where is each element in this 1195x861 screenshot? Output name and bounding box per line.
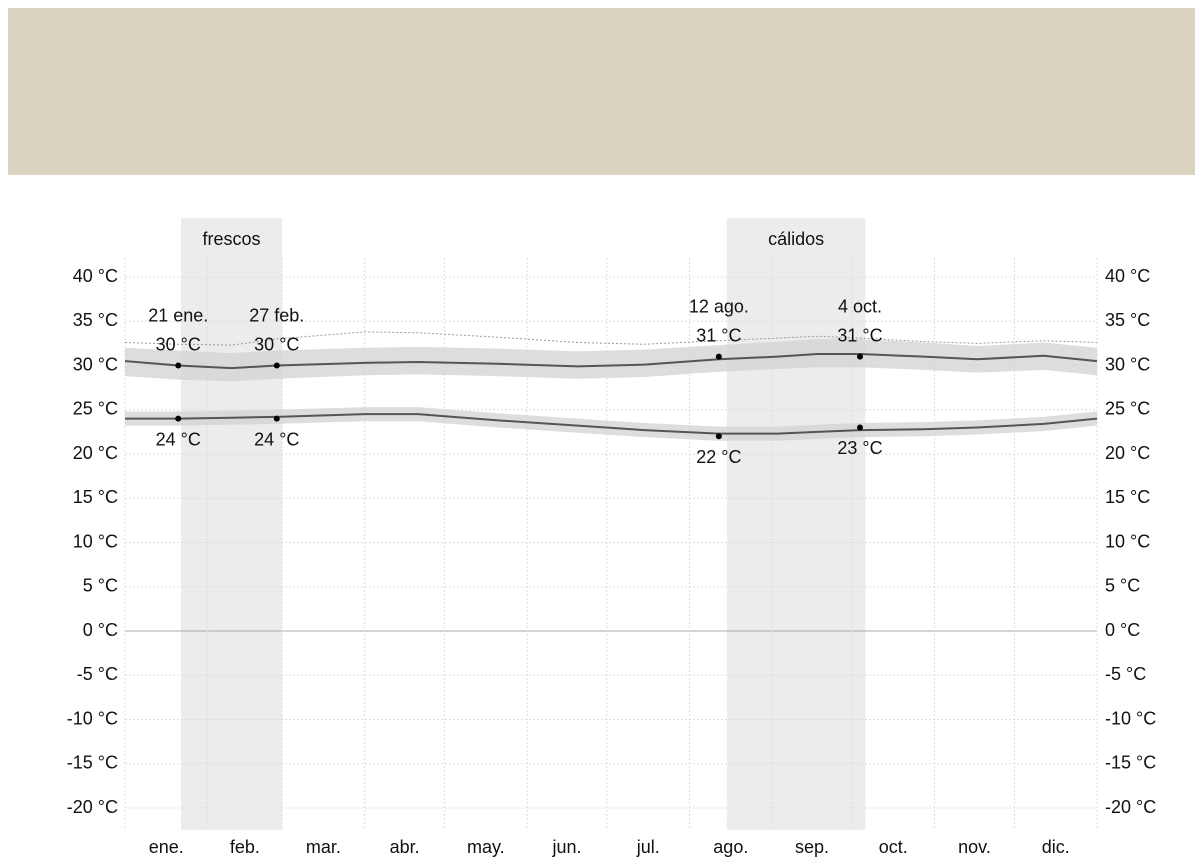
annotation-value: 23 °C [837,438,882,458]
annotation-value: 24 °C [254,429,299,449]
percentile-band [125,338,1097,382]
y-tick-label: -15 °C [67,753,118,773]
annotation-dot [856,424,863,431]
x-tick-label: sep. [795,837,829,857]
y-tick-label: 0 °C [83,620,118,640]
x-tick-label: ene. [149,837,184,857]
y-tick-label: 35 °C [73,310,118,330]
y2-tick-label: 35 °C [1105,310,1150,330]
y-tick-label: 15 °C [73,487,118,507]
season-band [180,218,283,830]
annotation-date: 4 oct. [838,296,882,316]
annotation-date: 12 ago. [689,296,749,316]
annotation-dot [175,362,182,369]
y2-tick-label: -20 °C [1105,797,1156,817]
season-band [726,218,866,830]
season-label: frescos [203,229,261,249]
annotation-dot [273,362,280,369]
temperature-line [125,413,1098,435]
y2-tick-label: 25 °C [1105,399,1150,419]
y2-tick-label: 20 °C [1105,443,1150,463]
y-tick-label: 40 °C [73,266,118,286]
annotation-dot [856,353,863,360]
annotation-dot [715,353,722,360]
x-tick-label: jul. [636,837,660,857]
y2-tick-label: 30 °C [1105,354,1150,374]
x-tick-label: oct. [879,837,908,857]
y-tick-label: 25 °C [73,399,118,419]
annotation-date: 21 ene. [148,305,208,325]
y-tick-label: -20 °C [67,797,118,817]
annotation-dot [273,415,280,422]
annotation-value: 24 °C [156,429,201,449]
y2-tick-label: 0 °C [1105,620,1140,640]
y-tick-label: -10 °C [67,708,118,728]
x-tick-label: ago. [713,837,748,857]
annotation-value: 31 °C [696,325,741,345]
annotation-value: 30 °C [254,334,299,354]
y2-tick-label: -15 °C [1105,753,1156,773]
y2-tick-label: -5 °C [1105,664,1146,684]
y-tick-label: -5 °C [77,664,118,684]
y-tick-label: 10 °C [73,531,118,551]
y-tick-label: 30 °C [73,354,118,374]
annotation-dot [715,433,722,440]
y2-tick-label: -10 °C [1105,708,1156,728]
y2-tick-label: 40 °C [1105,266,1150,286]
x-tick-label: dic. [1042,837,1070,857]
y-tick-label: 20 °C [73,443,118,463]
dotted-line [124,331,1098,346]
percentile-band [125,407,1097,441]
annotation-date: 27 feb. [249,305,304,325]
annotation-value: 31 °C [837,325,882,345]
x-tick-label: mar. [306,837,341,857]
x-tick-label: jun. [552,837,582,857]
x-tick-label: nov. [958,837,991,857]
x-tick-label: may. [467,837,505,857]
y2-tick-label: 5 °C [1105,576,1140,596]
y2-tick-label: 10 °C [1105,531,1150,551]
season-label: cálidos [768,229,824,249]
temperature-line [124,352,1098,370]
annotation-dot [175,415,182,422]
annotation-value: 30 °C [156,334,201,354]
annotation-value: 22 °C [696,447,741,467]
x-tick-label: abr. [390,837,420,857]
header-banner [8,8,1195,175]
y-tick-label: 5 °C [83,576,118,596]
x-tick-label: feb. [230,837,260,857]
y2-tick-label: 15 °C [1105,487,1150,507]
